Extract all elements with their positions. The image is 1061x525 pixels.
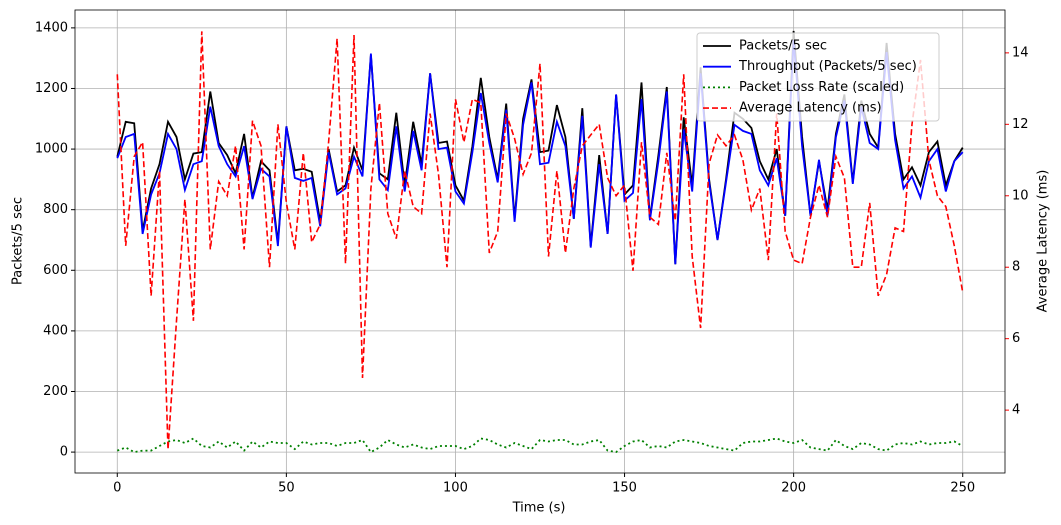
legend-box	[696, 32, 940, 122]
y-tick-label: 0	[60, 445, 68, 460]
y2-tick-label: 6	[1012, 331, 1020, 346]
y2-tick-label: 14	[1012, 45, 1029, 60]
y2-tick-label: 12	[1012, 117, 1029, 132]
legend-label: Packet Loss Rate (scaled)	[739, 80, 904, 95]
x-tick-label: 50	[278, 481, 295, 496]
y2-tick-label: 8	[1012, 260, 1020, 275]
legend-label: Average Latency (ms)	[739, 101, 882, 116]
x-tick-label: 100	[443, 481, 468, 496]
y-axis-label: Packets/5 sec	[11, 197, 26, 285]
legend: Packets/5 sec Throughput (Packets/5 sec) P…	[696, 32, 940, 122]
plot-frame	[74, 9, 1006, 474]
y-tick-label: 200	[43, 384, 68, 399]
y2-tick-label: 10	[1012, 188, 1029, 203]
series-line	[116, 31, 964, 450]
series-line	[116, 437, 964, 454]
series-line	[116, 39, 964, 265]
y2-tick-label: 4	[1012, 403, 1020, 418]
x-tick-label: 150	[612, 481, 637, 496]
y-tick-label: 600	[43, 263, 68, 278]
x-tick-label: 0	[113, 481, 121, 496]
x-tick-label: 250	[950, 481, 975, 496]
x-axis-label: Time (s)	[512, 501, 566, 516]
legend-label: Throughput (Packets/5 sec)	[738, 59, 917, 74]
y-tick-label: 400	[43, 323, 68, 338]
y-tick-label: 1200	[35, 81, 68, 96]
y2-axis-label: Average Latency (ms)	[1036, 170, 1051, 313]
y-tick-label: 1400	[35, 20, 68, 35]
y-tick-label: 1000	[35, 142, 68, 157]
legend-label: Packets/5 sec	[739, 39, 827, 54]
x-tick-label: 200	[781, 481, 806, 496]
y-tick-label: 800	[43, 202, 68, 217]
